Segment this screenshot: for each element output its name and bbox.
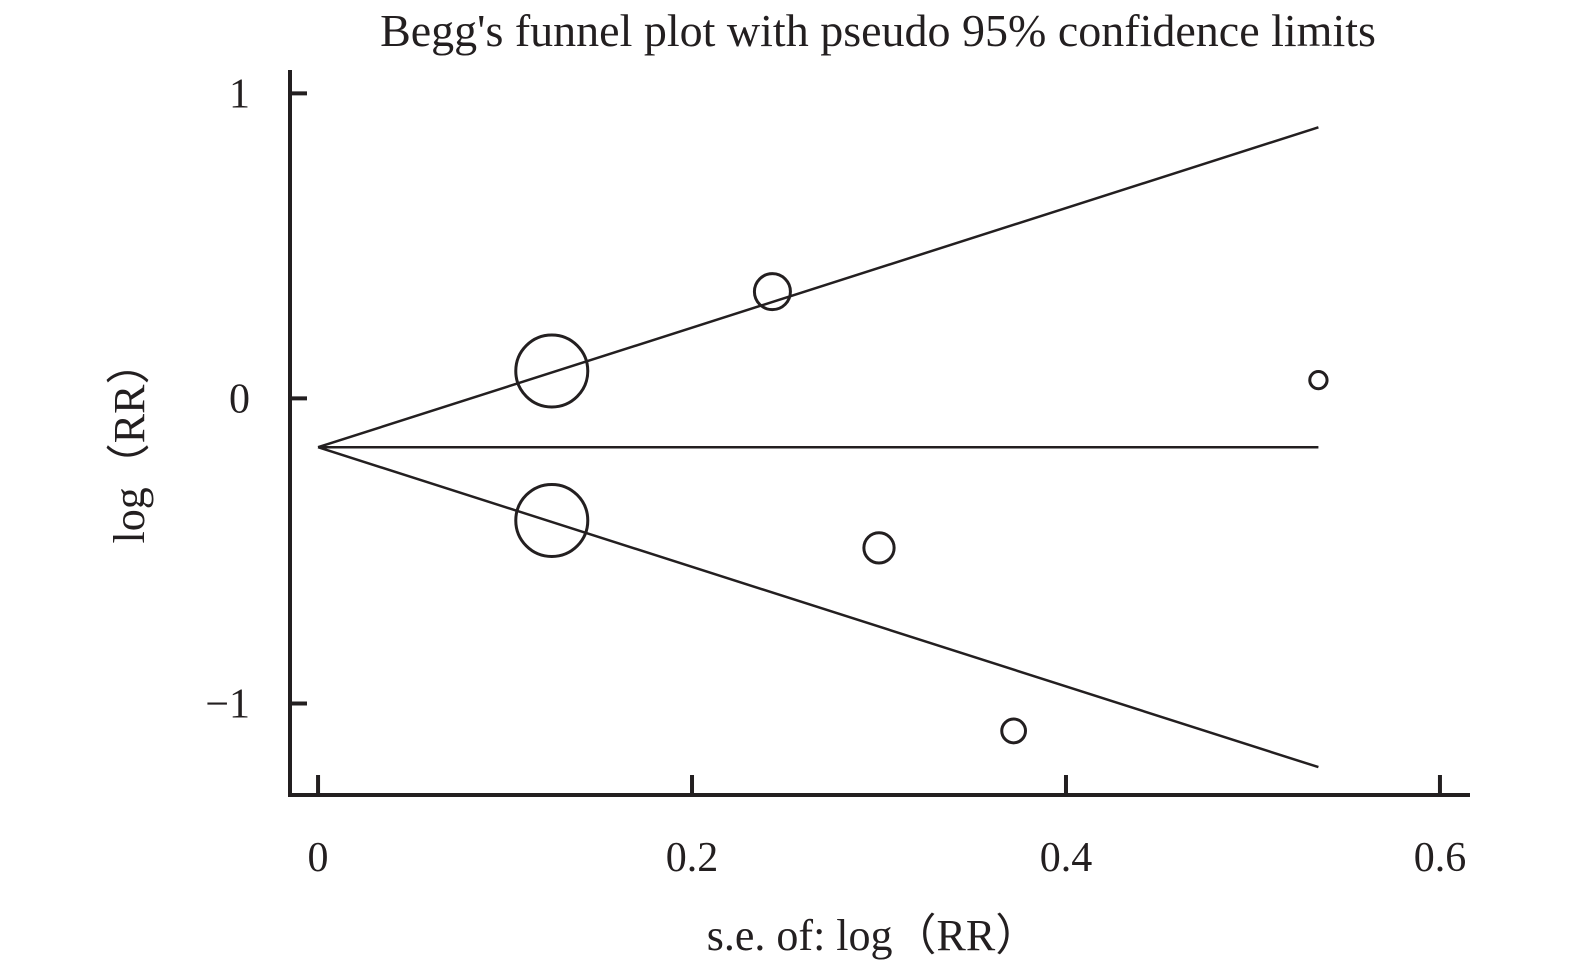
study-point-1 (514, 482, 590, 558)
study-points (514, 272, 1329, 745)
study-point-4 (1000, 717, 1028, 745)
chart-title: Begg's funnel plot with pseudo 95% confi… (380, 5, 1376, 56)
y-tick-label-0: 1 (229, 71, 250, 117)
axes: 1 0 −1 0 0.2 0.4 0.6 (205, 70, 1470, 881)
x-tick-label-2: 0.4 (1040, 835, 1093, 881)
y-axis-label: log（RR） (105, 341, 154, 544)
x-tick-label-0: 0 (308, 835, 329, 881)
x-tick-label-1: 0.2 (666, 835, 719, 881)
study-point-0 (514, 333, 590, 409)
study-point-2 (752, 272, 792, 312)
study-point-3 (862, 531, 896, 565)
funnel-lines (317, 126, 1319, 769)
y-tick-label-1: 0 (229, 376, 250, 422)
y-tick-label-2: −1 (205, 681, 250, 727)
x-axis-label: s.e. of: log（RR） (707, 911, 1039, 960)
study-point-5 (1308, 369, 1329, 391)
upper-limit-line (317, 126, 1319, 449)
lower-limit-line (317, 446, 1319, 769)
x-tick-label-3: 0.6 (1414, 835, 1467, 881)
